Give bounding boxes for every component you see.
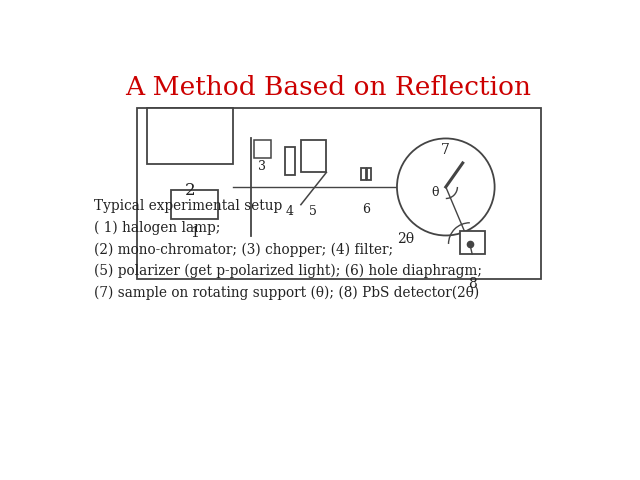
Circle shape	[397, 138, 495, 236]
Bar	[136, 108, 541, 278]
Bar	[147, 108, 234, 164]
Bar	[253, 140, 271, 158]
Text: 5: 5	[309, 205, 317, 218]
Text: ( 1) halogen lamp;: ( 1) halogen lamp;	[94, 221, 220, 235]
Text: 2: 2	[185, 181, 195, 199]
Text: Typical experimental setup: Typical experimental setup	[94, 199, 282, 213]
Text: 4: 4	[286, 205, 294, 218]
Bar	[301, 140, 326, 172]
Text: (7) sample on rotating support (θ); (8) PbS detector(2θ): (7) sample on rotating support (θ); (8) …	[94, 286, 479, 300]
Bar	[172, 190, 218, 219]
Bar	[460, 231, 485, 254]
Bar	[285, 147, 294, 175]
Text: 8: 8	[468, 277, 477, 291]
Bar	[367, 168, 371, 180]
Text: 2θ: 2θ	[397, 231, 414, 246]
Text: 3: 3	[258, 160, 266, 173]
Text: A Method Based on Reflection: A Method Based on Reflection	[125, 74, 531, 99]
Text: θ: θ	[431, 186, 438, 199]
Bar	[362, 168, 366, 180]
Text: (2) mono-chromator; (3) chopper; (4) filter;: (2) mono-chromator; (3) chopper; (4) fil…	[94, 242, 393, 257]
Text: 1: 1	[190, 226, 199, 240]
Text: 7: 7	[442, 143, 450, 157]
Text: 6: 6	[362, 203, 370, 216]
Text: (5) polarizer (get p-polarized light); (6) hole diaphragm;: (5) polarizer (get p-polarized light); (…	[94, 264, 482, 278]
